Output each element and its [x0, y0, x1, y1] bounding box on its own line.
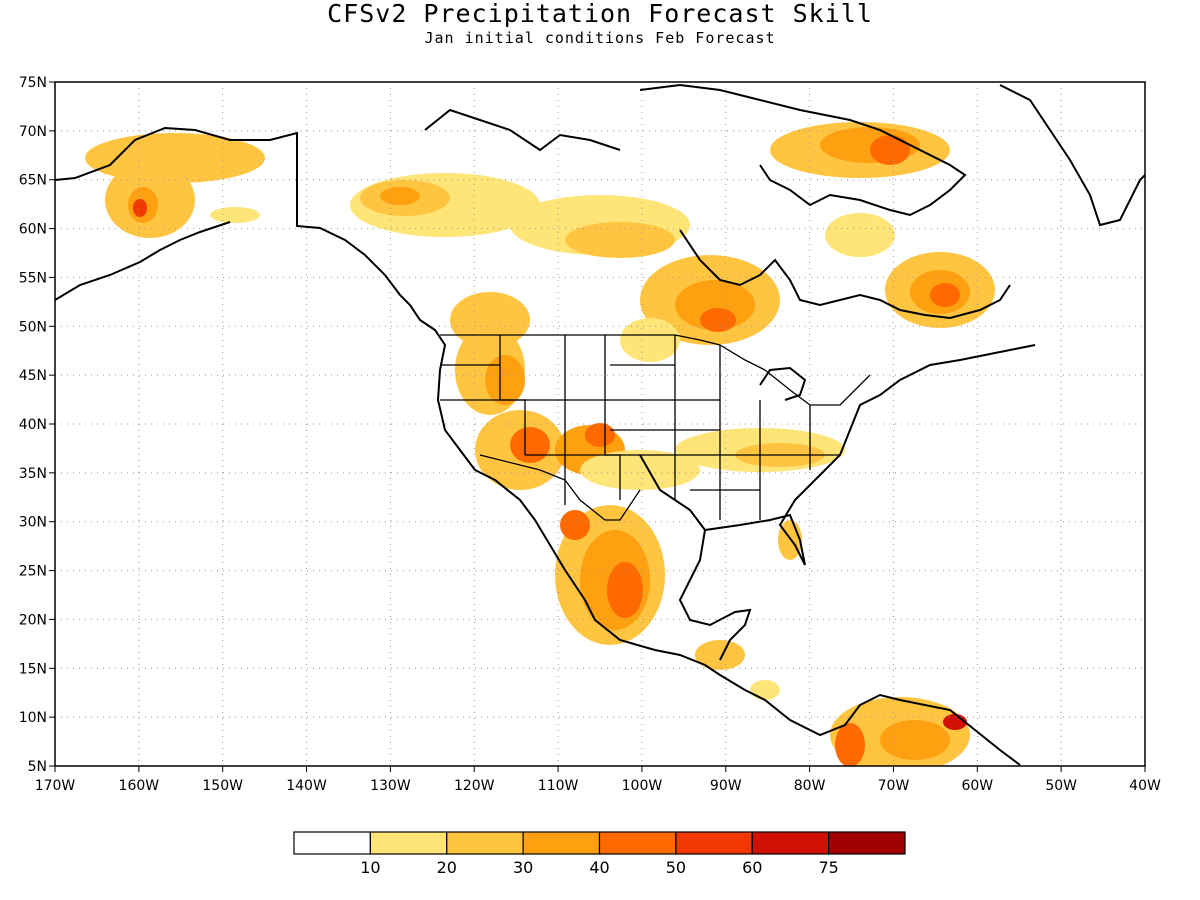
lon-tick-label: 120W — [454, 778, 495, 794]
lat-tick-label: 60N — [19, 222, 47, 238]
legend-swatch — [828, 831, 906, 855]
lat-tick-label: 15N — [19, 661, 47, 677]
lon-tick-label: 60W — [961, 778, 993, 794]
legend-label: 30 — [512, 858, 534, 877]
lon-tick-label: 50W — [1045, 778, 1077, 794]
lat-tick-label: 10N — [19, 710, 47, 726]
legend-label: 60 — [742, 858, 763, 877]
lat-tick-label: 65N — [19, 173, 47, 189]
graticule-grid — [55, 82, 1145, 766]
lon-tick-label: 150W — [202, 778, 243, 794]
legend-swatch — [369, 831, 448, 855]
lat-tick-label: 35N — [19, 466, 47, 482]
legend-label: 10 — [360, 858, 381, 877]
map-title: CFSv2 Precipitation Forecast Skill — [327, 0, 873, 28]
legend-swatch — [751, 831, 830, 855]
mexico-skill-region — [555, 505, 745, 670]
map-subtitle: Jan initial conditions Feb Forecast — [424, 29, 776, 47]
lon-tick-label: 80W — [794, 778, 826, 794]
pacific-northwest-skill-region — [450, 292, 530, 415]
longitude-axis: 170W 160W 150W 140W 130W 120W 110W 100W 90W 80W 70… — [35, 766, 1161, 794]
legend-swatch — [522, 831, 601, 855]
south-america-skill-region — [830, 697, 970, 766]
northwest-canada-skill-region — [350, 173, 690, 258]
lat-tick-label: 55N — [19, 270, 47, 286]
lon-tick-label: 170W — [35, 778, 76, 794]
legend-label: 75 — [818, 858, 839, 877]
legend-swatch — [446, 831, 524, 855]
legend-swatch — [598, 831, 677, 855]
legend-label: 20 — [436, 858, 457, 877]
lon-tick-label: 130W — [370, 778, 411, 794]
legend-swatch — [293, 831, 371, 855]
skill-shading-layer — [85, 122, 995, 766]
lon-tick-label: 70W — [878, 778, 910, 794]
lat-tick-label: 30N — [19, 515, 47, 531]
lat-tick-label: 70N — [19, 124, 47, 140]
lat-tick-label: 20N — [19, 612, 47, 628]
lon-tick-label: 40W — [1129, 778, 1161, 794]
lat-tick-label: 75N — [19, 75, 47, 91]
color-legend — [293, 831, 906, 855]
lon-tick-label: 110W — [538, 778, 579, 794]
lon-tick-label: 90W — [710, 778, 742, 794]
baffin-skill-region — [770, 122, 950, 178]
quebec-skill-region — [825, 213, 995, 328]
lon-tick-label: 160W — [119, 778, 160, 794]
lat-tick-label: 5N — [28, 759, 47, 775]
political-borders — [440, 334, 871, 521]
lon-tick-label: 140W — [286, 778, 327, 794]
lat-tick-label: 25N — [19, 564, 47, 580]
alaska-skill-region — [85, 133, 265, 238]
legend-label: 40 — [589, 858, 610, 877]
legend-swatch — [675, 831, 753, 855]
latitude-axis: 75N 70N 65N 60N 55N 50N 45N 40N 35N 30N 25N 20N 15N 1… — [19, 75, 55, 775]
lat-tick-label: 50N — [19, 319, 47, 335]
lat-tick-label: 45N — [19, 368, 47, 384]
coastlines — [55, 83, 1145, 766]
legend-label: 50 — [665, 858, 687, 877]
lon-tick-label: 100W — [622, 778, 663, 794]
lat-tick-label: 40N — [19, 417, 47, 433]
